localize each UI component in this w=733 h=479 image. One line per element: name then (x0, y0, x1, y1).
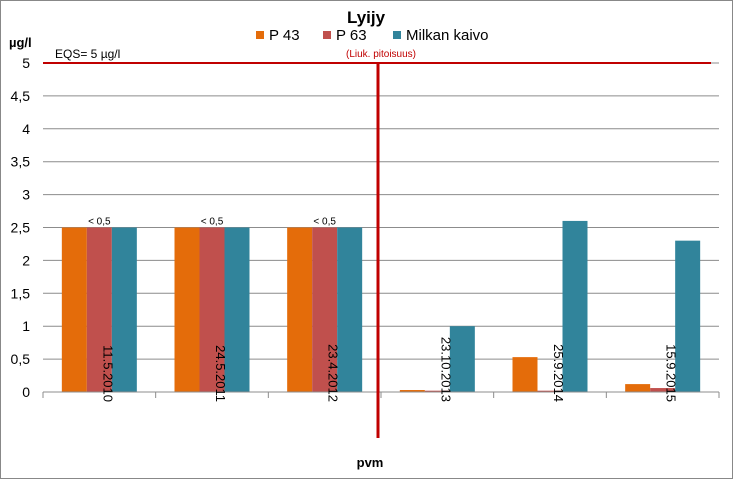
x-axis: 11.5.2010 24.5.2011 23.4.2012 23.10.2013 25.… (42, 337, 720, 402)
gridlines (43, 62, 719, 393)
y-tick-label: 3 (22, 187, 30, 203)
y-axis-label: µg/l (9, 35, 32, 50)
x-tick-label: 23.10.2013 (438, 337, 453, 402)
below-detection-label: < 0,5 (201, 217, 224, 228)
x-tick-label: 11.5.2010 (100, 345, 115, 402)
legend-swatch (323, 31, 331, 39)
bar (537, 390, 563, 392)
y-tick-label: 1,5 (11, 285, 31, 301)
bar (512, 357, 538, 392)
bar (675, 240, 701, 392)
legend-swatch (393, 31, 401, 39)
bar (174, 227, 200, 392)
legend-label: P 63 (336, 27, 367, 44)
y-tick-label: 5 (22, 55, 30, 71)
bar (111, 227, 137, 392)
bars (61, 220, 701, 392)
y-tick-label: 2 (22, 252, 30, 268)
below-detection-label: < 0,5 (313, 217, 336, 228)
bar (399, 390, 425, 392)
eqs-label: EQS= 5 µg/l (55, 47, 120, 61)
x-tick-label: 25.9.2014 (551, 344, 566, 402)
bar (312, 227, 338, 392)
x-tick-label: 15.9.2015 (664, 344, 679, 402)
legend-label: Milkan kaivo (406, 27, 489, 44)
y-tick-label: 0,5 (11, 351, 31, 367)
x-tick-label: 24.5.2011 (213, 345, 228, 402)
legend-swatch (256, 31, 264, 39)
bar (650, 388, 676, 392)
legend: P 43 P 63 Milkan kaivo (256, 27, 489, 44)
y-tick-label: 4 (22, 121, 30, 137)
x-tick-label: 23.4.2012 (326, 344, 341, 402)
bar (424, 390, 450, 392)
y-tick-label: 2,5 (11, 220, 31, 236)
bar (199, 227, 225, 392)
y-tick-label: 3,5 (11, 154, 31, 170)
y-tick-label: 0 (22, 384, 30, 400)
x-axis-label: pvm (357, 455, 384, 470)
bar (337, 227, 363, 392)
bar (287, 227, 313, 392)
y-tick-labels: 0 0,5 1 1,5 2 2,5 3 3,5 4 4,5 5 (11, 55, 31, 400)
y-tick-label: 4,5 (11, 88, 31, 104)
chart-title: Lyijy (347, 8, 386, 27)
bar (224, 227, 250, 392)
bar (61, 227, 87, 392)
below-detection-label: < 0,5 (88, 217, 111, 228)
y-tick-label: 1 (22, 318, 30, 334)
annotations: < 0,5 < 0,5 < 0,5 EQS= 5 µg/l (Liuk. pitoisu… (43, 47, 711, 438)
legend-label: P 43 (269, 27, 300, 44)
bar (625, 384, 651, 392)
bar (86, 227, 112, 392)
bar (562, 220, 588, 392)
bar (449, 326, 475, 392)
method-change-note: (Liuk. pitoisuus) (346, 49, 416, 60)
